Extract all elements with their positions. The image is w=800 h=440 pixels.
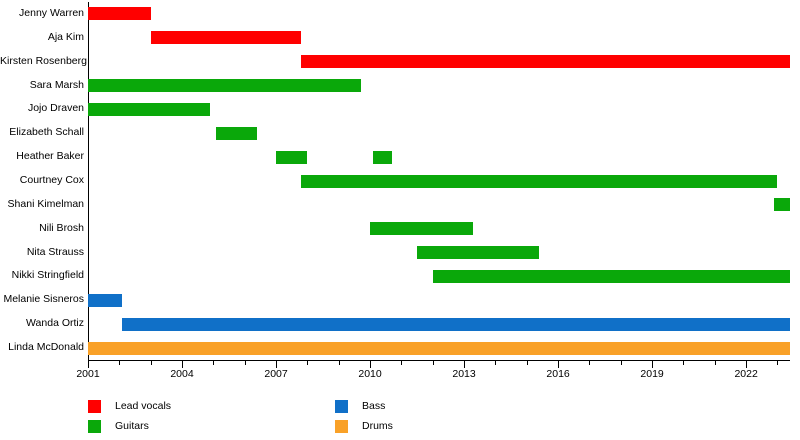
- x-tick-major: [88, 361, 89, 368]
- category-axis-labels: Jenny Warren Aja Kim Kirsten Rosenberg Sara…: [0, 2, 87, 360]
- x-tick-minor: [150, 361, 152, 365]
- legend-entry[interactable]: Drums: [335, 418, 393, 434]
- category-label: Linda McDonald: [8, 341, 84, 354]
- x-tick-minor: [589, 361, 591, 365]
- chart-legend: Lead vocals Guitars Bass Drums: [0, 398, 800, 438]
- x-tick-major: [182, 361, 184, 368]
- gantt-bar: [301, 55, 790, 69]
- gantt-bar: [432, 269, 790, 283]
- x-tick-major: [652, 361, 654, 368]
- category-label: Kirsten Rosenberg: [0, 54, 87, 67]
- y-axis-line: [88, 2, 89, 360]
- category-label: Nita Strauss: [26, 245, 84, 258]
- gantt-bar: [88, 102, 211, 116]
- x-tick-minor: [338, 361, 340, 365]
- x-tick-minor: [244, 361, 246, 365]
- legend-label: Guitars: [115, 420, 149, 432]
- legend-entry[interactable]: Guitars: [88, 418, 149, 434]
- category-label: Aja Kim: [47, 30, 84, 43]
- x-tick-minor: [119, 361, 121, 365]
- x-tick-label: 2010: [358, 368, 382, 380]
- category-label: Courtney Cox: [19, 174, 84, 186]
- x-tick-minor: [683, 361, 685, 365]
- category-label: Heather Baker: [16, 150, 84, 163]
- x-axis-line: [88, 360, 790, 361]
- legend-swatch-icon: [335, 399, 348, 413]
- category-label: Shani Kimelman: [7, 197, 84, 210]
- category-label: Sara Marsh: [29, 78, 84, 91]
- gantt-bar: [276, 150, 308, 164]
- x-tick-minor: [432, 361, 434, 365]
- category-label: Elizabeth Schall: [9, 126, 84, 139]
- category-label: Nili Brosh: [39, 221, 84, 234]
- x-tick-minor: [401, 361, 403, 365]
- x-tick-major: [370, 361, 372, 368]
- gantt-bar: [373, 150, 392, 164]
- x-tick-label: 2001: [76, 368, 100, 380]
- x-tick-major: [746, 361, 748, 368]
- category-label: Wanda Ortiz: [26, 317, 84, 330]
- gantt-bar: [370, 222, 474, 236]
- category-label: Nikki Stringfield: [11, 269, 84, 282]
- gantt-bar: [88, 341, 790, 355]
- gantt-bar: [122, 317, 790, 331]
- x-tick-major: [276, 361, 278, 368]
- x-tick-minor: [526, 361, 528, 365]
- legend-swatch-icon: [335, 419, 348, 433]
- gantt-bar: [216, 126, 258, 140]
- legend-label: Lead vocals: [115, 400, 172, 412]
- x-tick-minor: [495, 361, 497, 365]
- category-label: Jojo Draven: [27, 102, 84, 115]
- x-tick-major: [558, 361, 560, 368]
- gantt-bar: [774, 198, 790, 212]
- legend-entry[interactable]: Lead vocals: [88, 398, 171, 414]
- plot-area: [88, 2, 790, 360]
- x-tick-label: 2016: [546, 368, 570, 380]
- x-tick-label: 2004: [170, 368, 194, 380]
- x-tick-label: 2007: [264, 368, 288, 380]
- x-tick-minor: [714, 361, 716, 365]
- legend-swatch-icon: [88, 399, 101, 413]
- legend-swatch-icon: [88, 419, 101, 433]
- legend-label: Bass: [362, 400, 386, 412]
- gantt-bar: [150, 31, 302, 45]
- x-tick-label: 2019: [640, 368, 664, 380]
- x-tick-minor: [307, 361, 309, 365]
- x-tick-label: 2013: [452, 368, 476, 380]
- x-tick-label: 2022: [734, 368, 758, 380]
- x-tick-major: [464, 361, 466, 368]
- x-tick-minor: [620, 361, 622, 365]
- x-tick-minor: [213, 361, 215, 365]
- gantt-bar: [301, 174, 778, 188]
- gantt-bar: [88, 293, 123, 307]
- x-tick-minor: [777, 361, 779, 365]
- gantt-bar: [88, 79, 361, 93]
- gantt-bar: [417, 246, 540, 260]
- legend-entry[interactable]: Bass: [335, 398, 385, 414]
- category-label: Melanie Sisneros: [3, 293, 84, 306]
- category-label: Jenny Warren: [19, 6, 84, 19]
- gantt-bar: [88, 7, 151, 21]
- legend-label: Drums: [362, 420, 393, 432]
